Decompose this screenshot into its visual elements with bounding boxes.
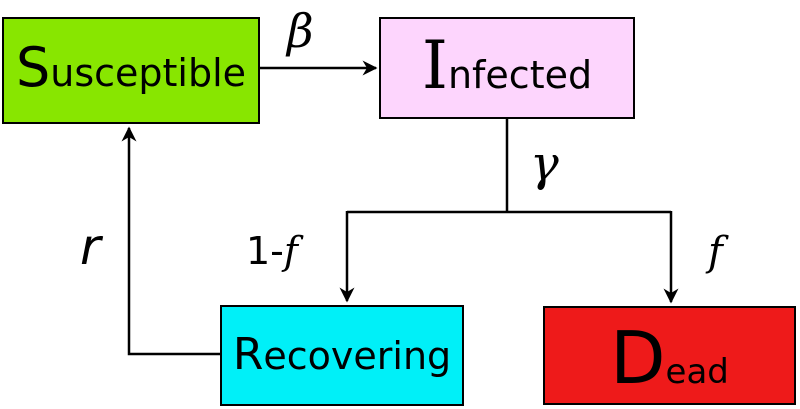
gamma-rate-label: γ — [530, 136, 559, 192]
infected-initial: I — [421, 27, 448, 104]
beta-rate-label: β — [287, 4, 314, 58]
recovering-label: ecovering — [263, 334, 452, 378]
r-rate-label: r — [80, 218, 101, 276]
recovering-initial: R — [232, 329, 264, 380]
one-minus-prefix: 1- — [246, 229, 284, 273]
one-minus-f-label: 1-f — [246, 232, 298, 270]
susceptible-label: usceptible — [50, 51, 247, 95]
susceptible-initial: S — [15, 36, 51, 99]
arrow-recovering-to-susceptible — [121, 126, 220, 356]
one-minus-f-var: f — [283, 229, 298, 273]
dead-label: ead — [665, 352, 729, 392]
dead-initial: D — [610, 316, 666, 400]
infected-label: nfected — [447, 53, 593, 97]
f-rate-label: f — [708, 229, 723, 275]
